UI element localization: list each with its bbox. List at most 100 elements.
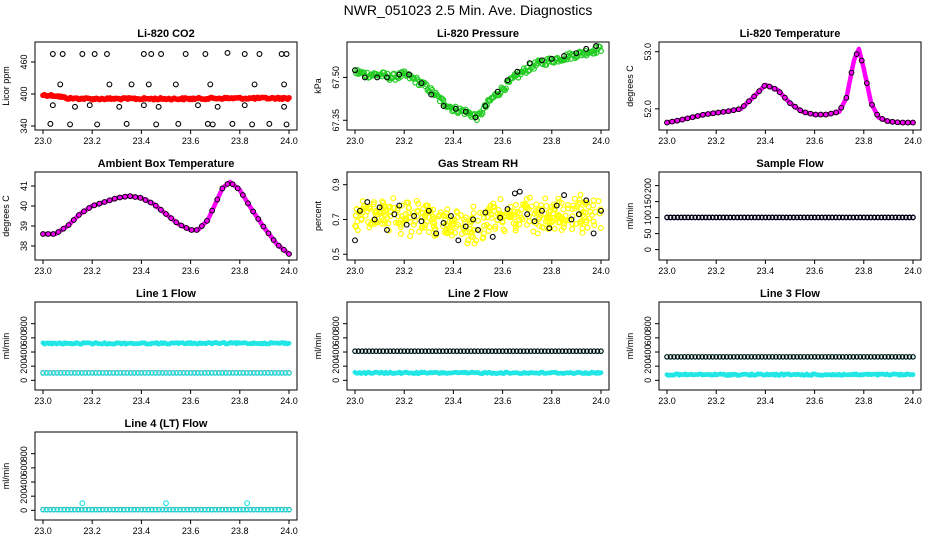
- data-point: [797, 107, 804, 114]
- data-point: [482, 348, 488, 354]
- data-point: [899, 354, 906, 360]
- data-point: [183, 225, 190, 231]
- chart-title: Ambient Box Temperature: [98, 158, 235, 170]
- y-tick-label: 0: [643, 247, 653, 252]
- data-point: [471, 348, 478, 354]
- data-point: [546, 225, 553, 232]
- y-tick-label: 400: [19, 86, 29, 101]
- data-point: [384, 226, 390, 233]
- data-point: [681, 214, 688, 221]
- y-tick-label: 800: [643, 316, 653, 331]
- data-point: [896, 214, 902, 221]
- x-tick-label: 23.6: [806, 266, 824, 276]
- chart-rh: Gas Stream RH percent 23.0 23.2 23.4 23.6 23.8…: [313, 158, 610, 276]
- data-point: [889, 354, 895, 360]
- x-tick-label: 23.8: [855, 396, 873, 406]
- data-point: [156, 507, 162, 513]
- data-point: [794, 354, 800, 360]
- data-point: [727, 214, 734, 221]
- data-point: [591, 348, 597, 354]
- data-point: [166, 370, 173, 376]
- data-point: [94, 121, 101, 128]
- plot-frame: [658, 171, 922, 261]
- data-point: [135, 370, 141, 376]
- data-point: [451, 229, 458, 236]
- data-point: [184, 507, 190, 513]
- data-point: [96, 370, 102, 376]
- data-point: [117, 507, 124, 513]
- x-tick-label: 23.0: [34, 266, 52, 276]
- data-point: [261, 370, 268, 376]
- x-tick-label: 23.6: [494, 136, 512, 146]
- chart-line3: Line 3 Flow ml/min 23.0 23.2 23.4 23.6 23.8 24.…: [625, 288, 922, 406]
- data-point: [283, 51, 290, 57]
- data-point: [723, 354, 730, 360]
- data-point: [453, 208, 460, 215]
- data-point: [506, 348, 513, 354]
- data-point: [462, 223, 469, 230]
- data-point: [244, 507, 250, 513]
- data-point: [71, 507, 78, 513]
- data-point: [121, 370, 127, 376]
- data-point: [748, 214, 755, 221]
- data-point: [420, 205, 427, 212]
- x-tick-label: 24.0: [280, 396, 298, 406]
- data-point: [879, 116, 886, 122]
- data-point: [773, 354, 779, 360]
- data-point: [106, 197, 113, 204]
- data-point: [871, 214, 878, 221]
- data-point: [524, 221, 531, 228]
- data-point: [538, 348, 545, 354]
- data-point: [153, 121, 160, 128]
- data-point: [79, 500, 86, 507]
- data-point: [489, 233, 496, 240]
- data-point: [212, 370, 218, 376]
- data-point: [734, 354, 741, 360]
- data-point: [194, 507, 201, 513]
- data-point: [542, 348, 548, 354]
- y-tick-label: 600: [643, 330, 653, 345]
- series-pressure: [352, 43, 604, 124]
- data-point: [510, 348, 516, 354]
- data-point: [195, 102, 201, 109]
- data-point: [542, 195, 549, 202]
- data-point: [230, 370, 236, 376]
- data-point: [583, 45, 590, 52]
- data-point: [678, 354, 684, 360]
- data-point: [593, 43, 600, 49]
- data-point: [50, 370, 57, 376]
- data-point: [488, 214, 495, 221]
- data-point: [234, 185, 241, 192]
- data-point: [689, 114, 696, 121]
- data-point: [910, 214, 916, 221]
- data-point: [903, 214, 909, 221]
- x-tick-label: 23.6: [806, 136, 824, 146]
- data-point: [702, 214, 709, 221]
- data-point: [364, 199, 371, 206]
- plot-frame: [34, 301, 298, 391]
- y-tick-label: 0: [643, 378, 653, 383]
- data-point: [511, 190, 518, 197]
- data-point: [695, 354, 702, 360]
- data-point: [598, 370, 604, 376]
- data-point: [780, 214, 786, 221]
- data-point: [507, 214, 514, 221]
- data-point: [504, 77, 511, 84]
- data-point: [89, 507, 95, 513]
- data-point: [492, 348, 499, 354]
- x-tick-label: 23.0: [346, 136, 364, 146]
- data-point: [709, 354, 716, 360]
- plot-frame: [346, 41, 610, 131]
- data-point: [145, 370, 152, 376]
- data-point: [584, 224, 591, 231]
- data-point: [283, 121, 290, 128]
- plot-frame: [346, 301, 610, 391]
- data-point: [384, 74, 390, 81]
- data-point: [145, 507, 152, 513]
- data-point: [875, 214, 881, 221]
- x-tick-label: 23.4: [133, 526, 151, 536]
- data-point: [91, 202, 98, 209]
- data-point: [906, 214, 913, 221]
- data-point: [583, 197, 590, 204]
